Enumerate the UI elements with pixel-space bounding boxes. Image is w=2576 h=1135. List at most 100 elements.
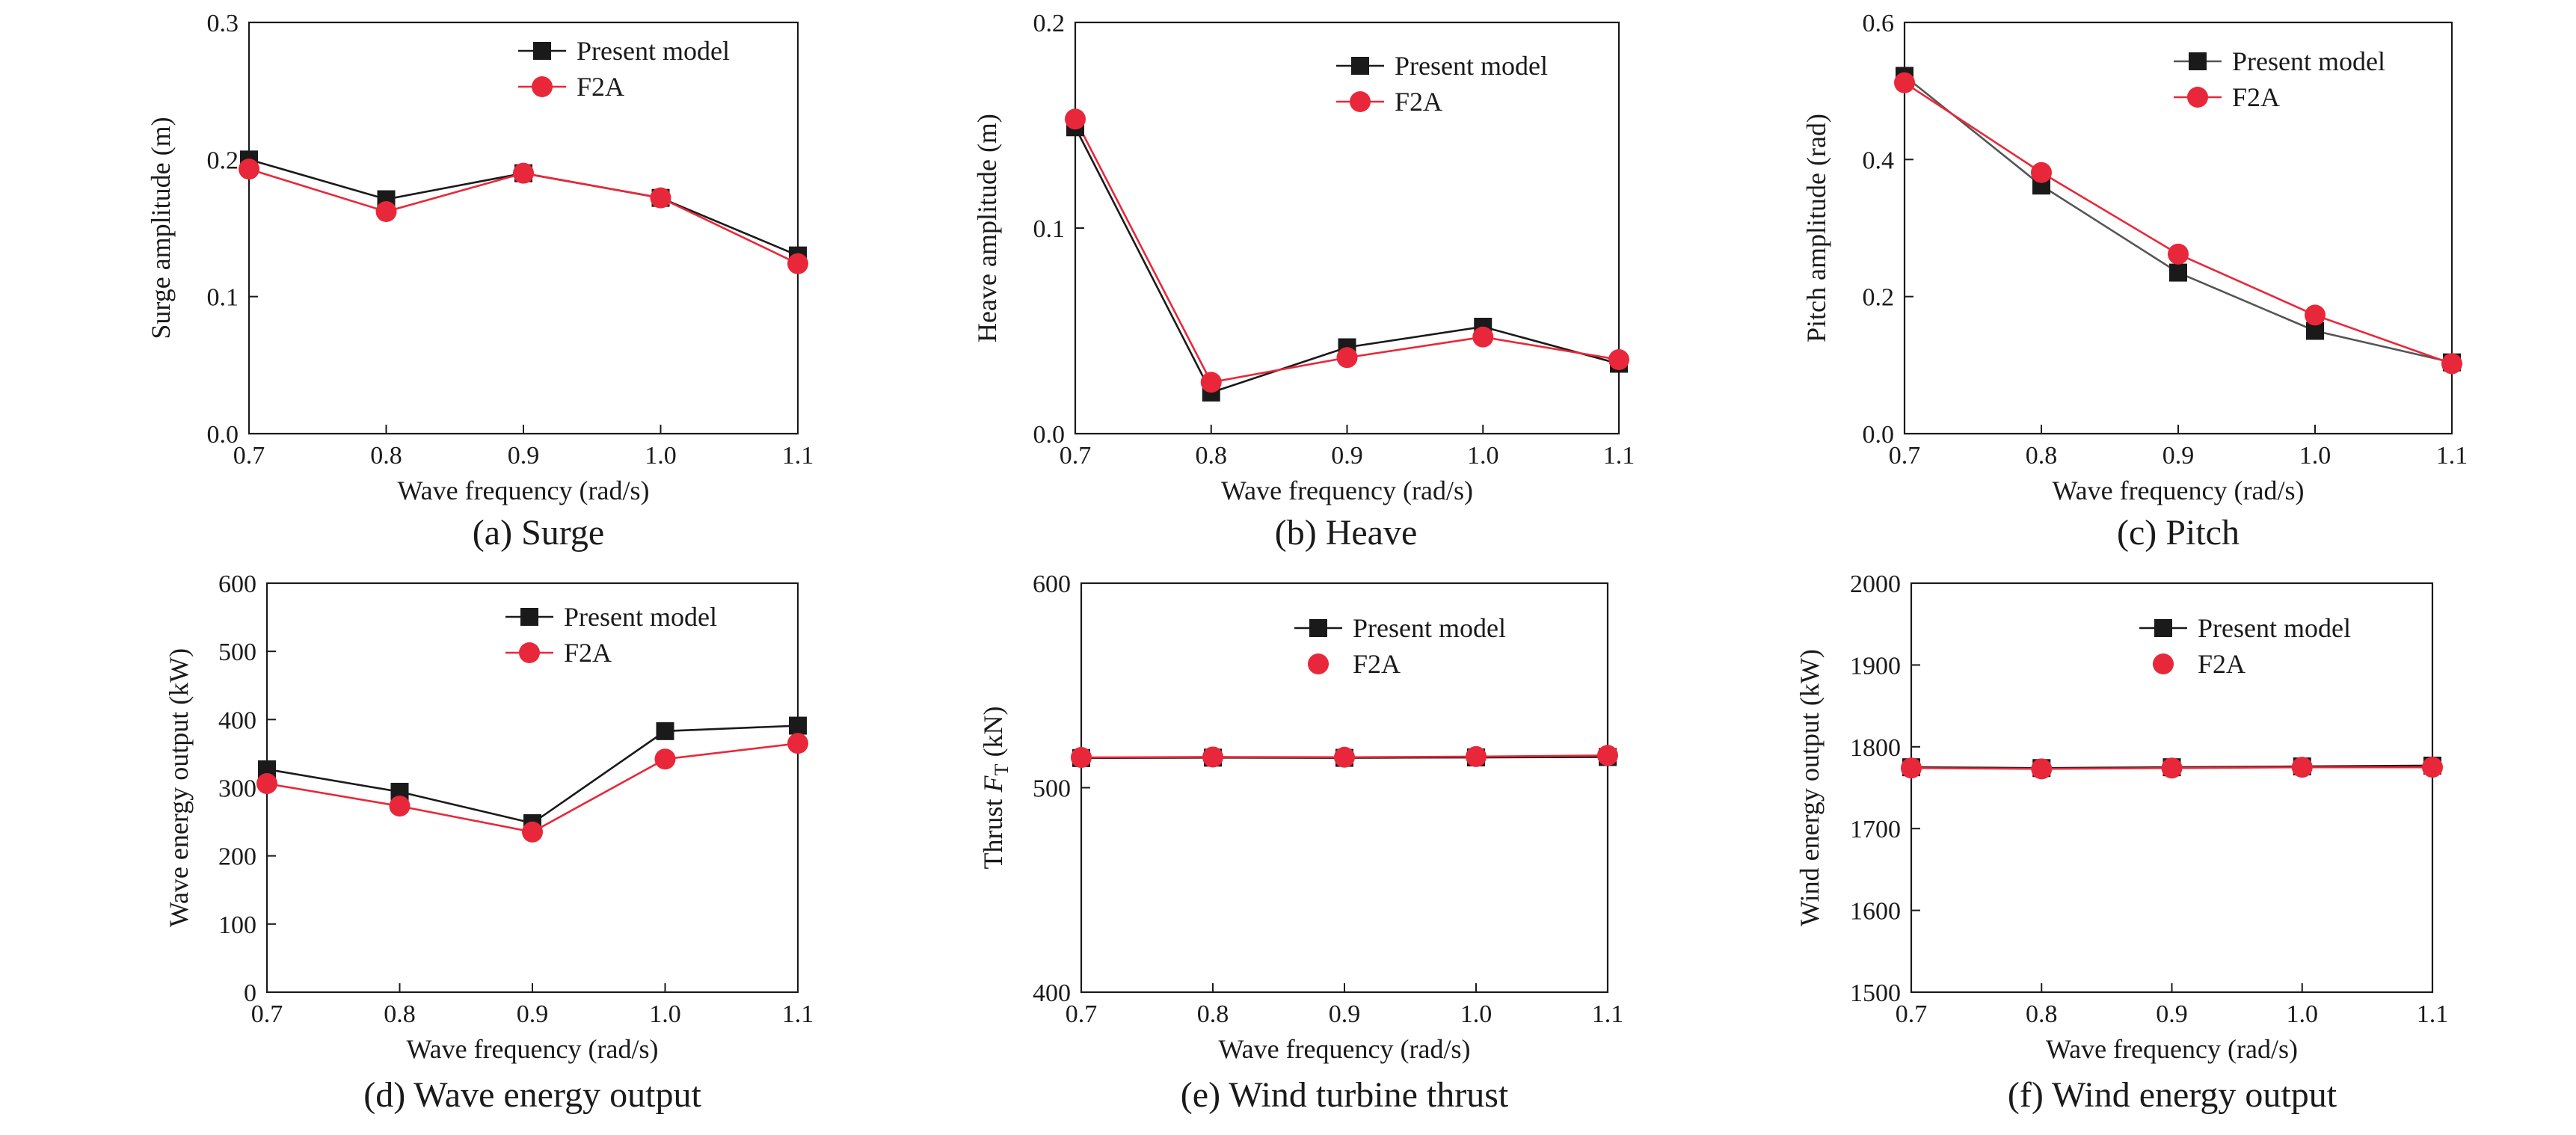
x-tick-label: 0.9: [2162, 442, 2195, 470]
plot-frame: [1903, 21, 2453, 435]
point-f2a: [1065, 108, 1086, 130]
x-tick-label: 1.1: [1592, 1000, 1624, 1028]
legend-label-f2a: F2A: [1353, 649, 1401, 679]
x-tick-label: 0.7: [1060, 442, 1092, 470]
y-tick-label: 0.6: [1863, 10, 1895, 37]
point-f2a: [1071, 747, 1092, 769]
x-tick-label: 0.9: [1331, 442, 1363, 470]
point-f2a: [1200, 372, 1222, 393]
x-tick-label: 0.7: [1896, 1000, 1928, 1028]
x-tick-label: 0.8: [1196, 442, 1228, 470]
y-tick-label: 1700: [1850, 816, 1901, 843]
legend: Present model F2A: [1294, 613, 1506, 679]
x-tick-label: 0.9: [517, 1000, 549, 1028]
panel-caption: (a) Surge: [473, 513, 604, 553]
legend-marker-f2a: [2153, 653, 2174, 674]
point-f2a: [2031, 758, 2053, 780]
y-tick-label: 0.2: [1863, 284, 1895, 312]
x-tick-label: 0.8: [384, 1000, 416, 1028]
y-tick-label: 2000: [1850, 570, 1901, 598]
point-present-model: [789, 716, 807, 735]
y-axis-label: Wave energy output (kW): [164, 648, 194, 927]
series-line-f2a: [1904, 81, 2453, 365]
point-f2a: [256, 773, 277, 795]
x-tick-label: 1.1: [2417, 1000, 2449, 1028]
x-tick-label: 0.9: [2156, 1000, 2188, 1028]
panel-1: 0.7 0.8 0.9 1.0 1.1 0.0 0.1 0.2 0.3 Wave frequenc…: [146, 10, 814, 553]
legend-label-present-model: Present model: [577, 36, 730, 66]
y-tick-label: 0.1: [207, 284, 239, 312]
panel-6: 0.7 0.8 0.9 1.0 1.1 1500 1600 1700 1800 1900 2000 W…: [1795, 570, 2448, 1115]
series-line-present-model: [1904, 75, 2453, 363]
point-f2a: [654, 748, 676, 770]
point-f2a: [787, 733, 808, 754]
point-f2a: [1336, 347, 1358, 369]
point-f2a: [389, 796, 411, 817]
point-f2a: [2291, 757, 2313, 778]
y-tick-label: 1600: [1850, 898, 1901, 926]
x-tick-label: 1.1: [782, 442, 814, 470]
x-tick-label: 0.7: [1066, 1000, 1098, 1028]
point-f2a: [1608, 349, 1629, 370]
point-f2a: [1472, 326, 1494, 348]
plot-frame: [248, 21, 799, 435]
legend: Present model F2A: [518, 36, 730, 102]
y-tick-label: 1800: [1850, 734, 1901, 762]
legend-marker-f2a: [2187, 87, 2208, 108]
plot-frame: [1080, 582, 1609, 994]
point-f2a: [2031, 162, 2052, 183]
x-tick-label: 1.0: [649, 1000, 681, 1028]
y-tick-label: 0.0: [1033, 421, 1066, 449]
x-axis-label: Wave frequency (rad/s): [2053, 476, 2305, 505]
legend-label-present-model: Present model: [1353, 613, 1506, 643]
panel-3: 0.7 0.8 0.9 1.0 1.1 0.0 0.2 0.4 0.6 Wave frequenc…: [1801, 10, 2468, 553]
y-tick-label: 0: [244, 979, 256, 1007]
point-f2a: [2161, 757, 2183, 779]
y-tick-label: 100: [218, 911, 256, 939]
y-tick-label: 400: [218, 707, 256, 734]
x-tick-label: 1.0: [1467, 442, 1499, 470]
x-tick-label: 0.8: [370, 442, 402, 470]
plot-frame: [1910, 582, 2434, 994]
point-f2a: [1466, 745, 1487, 767]
point-present-model: [656, 722, 674, 740]
y-tick-label: 0.4: [1863, 147, 1895, 174]
x-tick-label: 0.8: [1197, 1000, 1229, 1028]
legend-label-present-model: Present model: [1395, 51, 1548, 81]
x-axis-label: Wave frequency (rad/s): [2046, 1034, 2298, 1064]
point-f2a: [2305, 304, 2326, 326]
x-tick-label: 1.0: [2299, 442, 2331, 470]
point-f2a: [522, 821, 543, 843]
y-tick-label: 0.2: [207, 147, 239, 174]
y-tick-label: 0.0: [207, 421, 239, 449]
legend-marker-present-model: [2154, 619, 2172, 637]
point-f2a: [1597, 745, 1618, 766]
y-tick-label: 0.3: [207, 10, 239, 37]
y-tick-label: 1900: [1850, 652, 1901, 680]
x-tick-label: 1.1: [1603, 442, 1635, 470]
legend-label-f2a: F2A: [1395, 87, 1442, 117]
series-line-present-model: [266, 725, 799, 825]
legend-label-present-model: Present model: [564, 602, 717, 632]
point-f2a: [787, 253, 808, 274]
legend-marker-present-model: [520, 608, 538, 626]
legend-marker-present-model: [1351, 57, 1369, 75]
panel-caption: (b) Heave: [1275, 513, 1418, 553]
legend-marker-f2a: [1350, 91, 1371, 112]
x-tick-label: 0.7: [1889, 442, 1921, 470]
y-tick-label: 600: [1033, 570, 1071, 598]
x-tick-label: 0.7: [251, 1000, 283, 1028]
legend: Present model F2A: [2174, 46, 2385, 112]
y-tick-label: 0.2: [1033, 10, 1066, 37]
x-axis-label: Wave frequency (rad/s): [1221, 476, 1473, 505]
legend-marker-f2a: [519, 642, 540, 663]
panel-4: 0.7 0.8 0.9 1.0 1.1 0 100 200 300 400 500 600 Wave f…: [164, 570, 814, 1115]
x-tick-label: 0.7: [233, 442, 265, 470]
y-tick-label: 300: [218, 775, 256, 803]
legend-marker-present-model: [533, 42, 551, 60]
panel-2: 0.7 0.8 0.9 1.0 1.1 0.0 0.1 0.2 Wave frequency (…: [972, 10, 1635, 553]
legend: Present model F2A: [505, 602, 717, 668]
y-tick-label: 500: [1033, 775, 1071, 803]
point-f2a: [1901, 757, 1922, 779]
